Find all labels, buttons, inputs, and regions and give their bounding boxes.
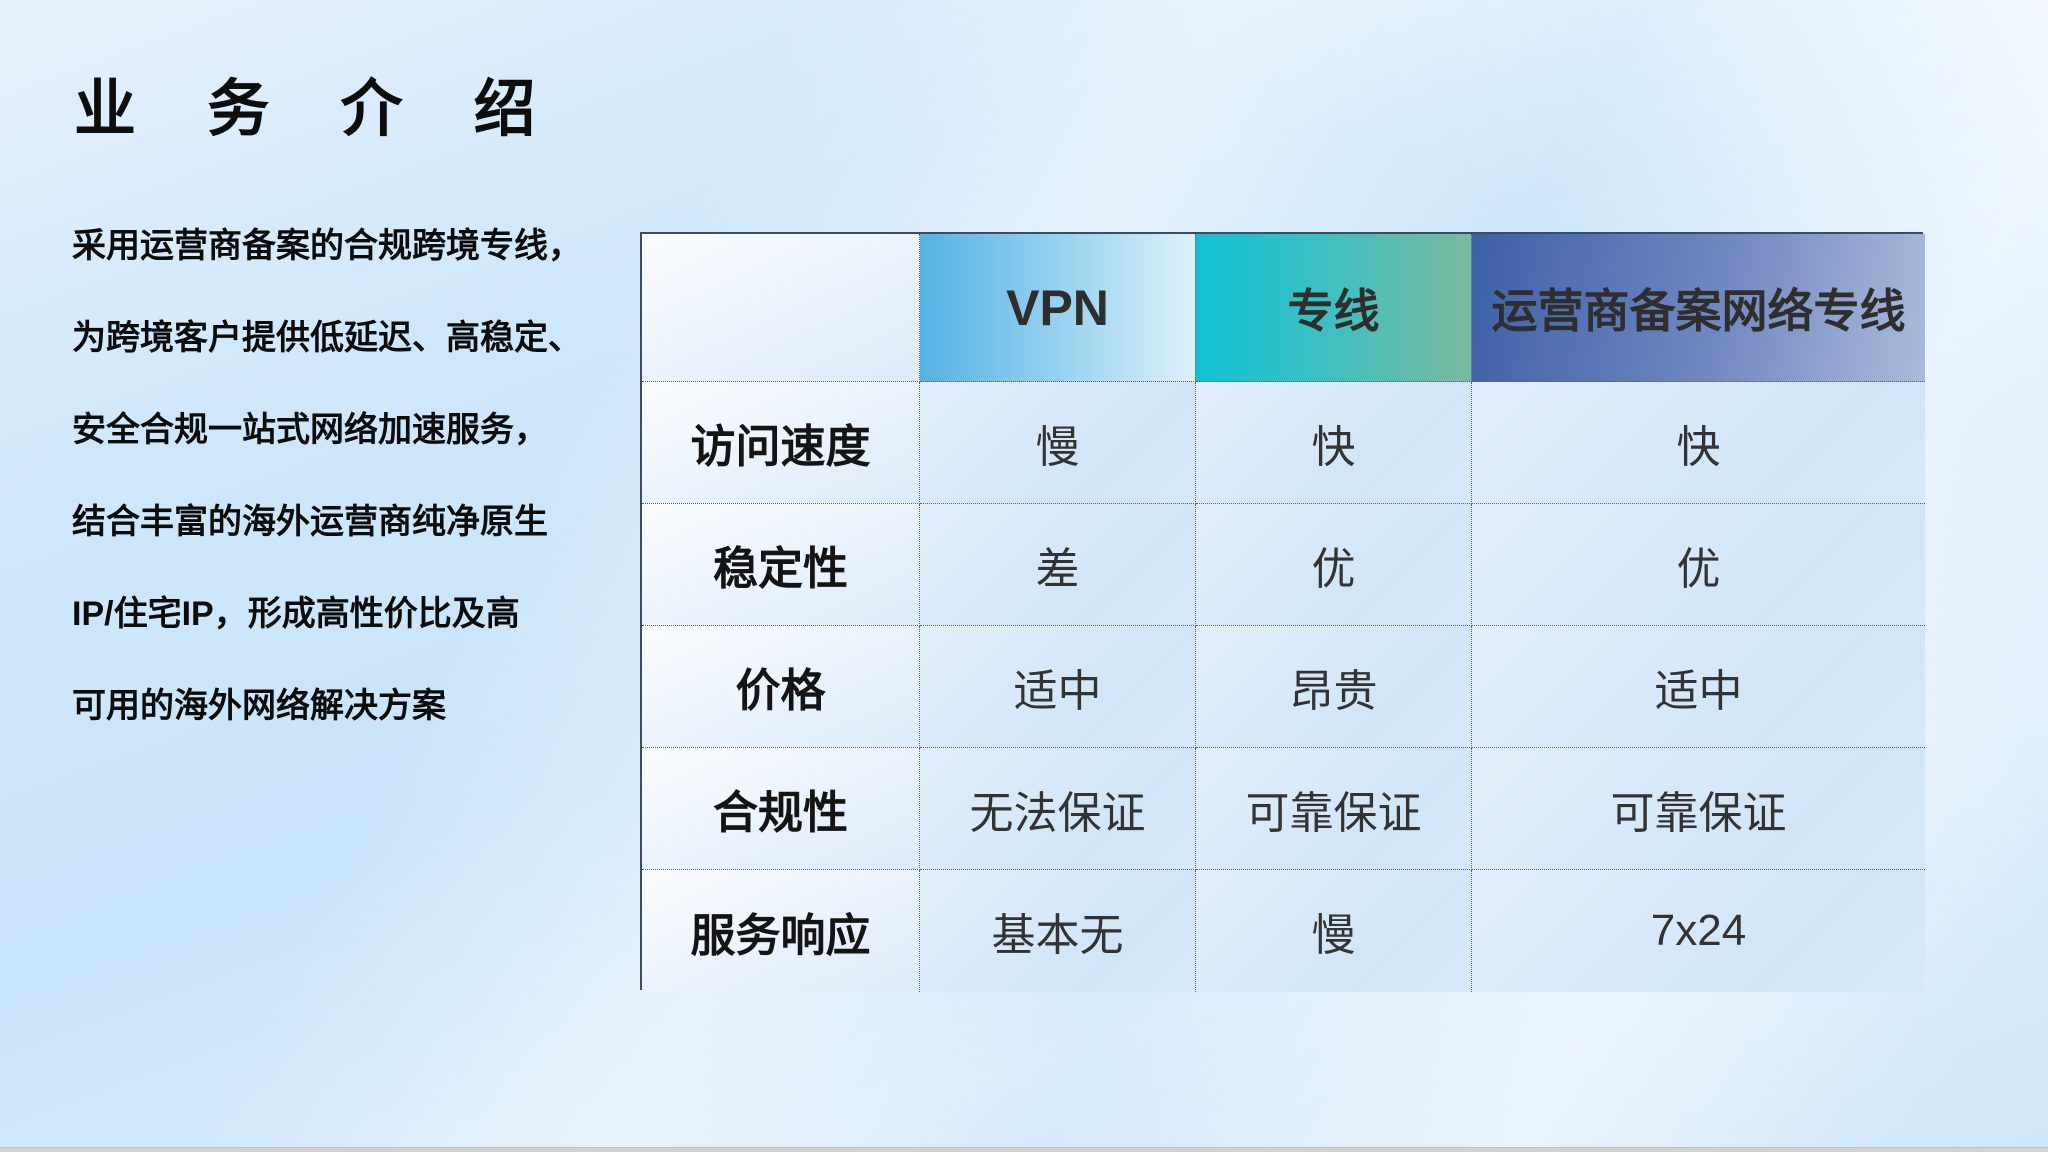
table-cell: 基本无 xyxy=(920,870,1196,992)
table-cell: 快 xyxy=(1196,382,1472,504)
table-cell: 无法保证 xyxy=(920,748,1196,870)
row-header-price: 价格 xyxy=(642,626,920,748)
column-header-vpn: VPN xyxy=(920,234,1196,382)
column-header-dedicated-line: 专线 xyxy=(1196,234,1472,382)
table-corner-cell xyxy=(642,234,920,382)
business-description: 采用运营商备案的合规跨境专线， 为跨境客户提供低延迟、高稳定、 安全合规一站式网… xyxy=(72,200,632,752)
table-cell: 可靠保证 xyxy=(1196,748,1472,870)
description-line: 结合丰富的海外运营商纯净原生 xyxy=(72,503,548,541)
description-line: IP/住宅IP，形成高性价比及高 xyxy=(72,595,520,633)
row-header-stability: 稳定性 xyxy=(642,504,920,626)
table-cell: 昂贵 xyxy=(1196,626,1472,748)
table-cell: 适中 xyxy=(1472,626,1925,748)
table-cell: 优 xyxy=(1196,504,1472,626)
table-cell: 7x24 xyxy=(1472,870,1925,992)
table-cell: 差 xyxy=(920,504,1196,626)
description-line: 安全合规一站式网络加速服务， xyxy=(72,411,548,449)
table-cell: 慢 xyxy=(1196,870,1472,992)
description-line: 为跨境客户提供低延迟、高稳定、 xyxy=(72,319,582,357)
table-cell: 快 xyxy=(1472,382,1925,504)
row-header-compliance: 合规性 xyxy=(642,748,920,870)
table-cell: 适中 xyxy=(920,626,1196,748)
table-cell: 优 xyxy=(1472,504,1925,626)
bottom-edge-strip xyxy=(0,1147,2048,1152)
table-cell: 可靠保证 xyxy=(1472,748,1925,870)
column-header-carrier-registered-line: 运营商备案网络专线 xyxy=(1472,234,1925,382)
description-line: 采用运营商备案的合规跨境专线， xyxy=(72,227,582,265)
description-line: 可用的海外网络解决方案 xyxy=(72,687,446,725)
table-cell: 慢 xyxy=(920,382,1196,504)
row-header-service-response: 服务响应 xyxy=(642,870,920,992)
row-header-access-speed: 访问速度 xyxy=(642,382,920,504)
comparison-table: VPN 专线 运营商备案网络专线 访问速度 慢 快 快 稳定性 差 优 优 价格… xyxy=(640,232,1925,992)
page-title: 业 务 介 绍 xyxy=(74,75,563,144)
